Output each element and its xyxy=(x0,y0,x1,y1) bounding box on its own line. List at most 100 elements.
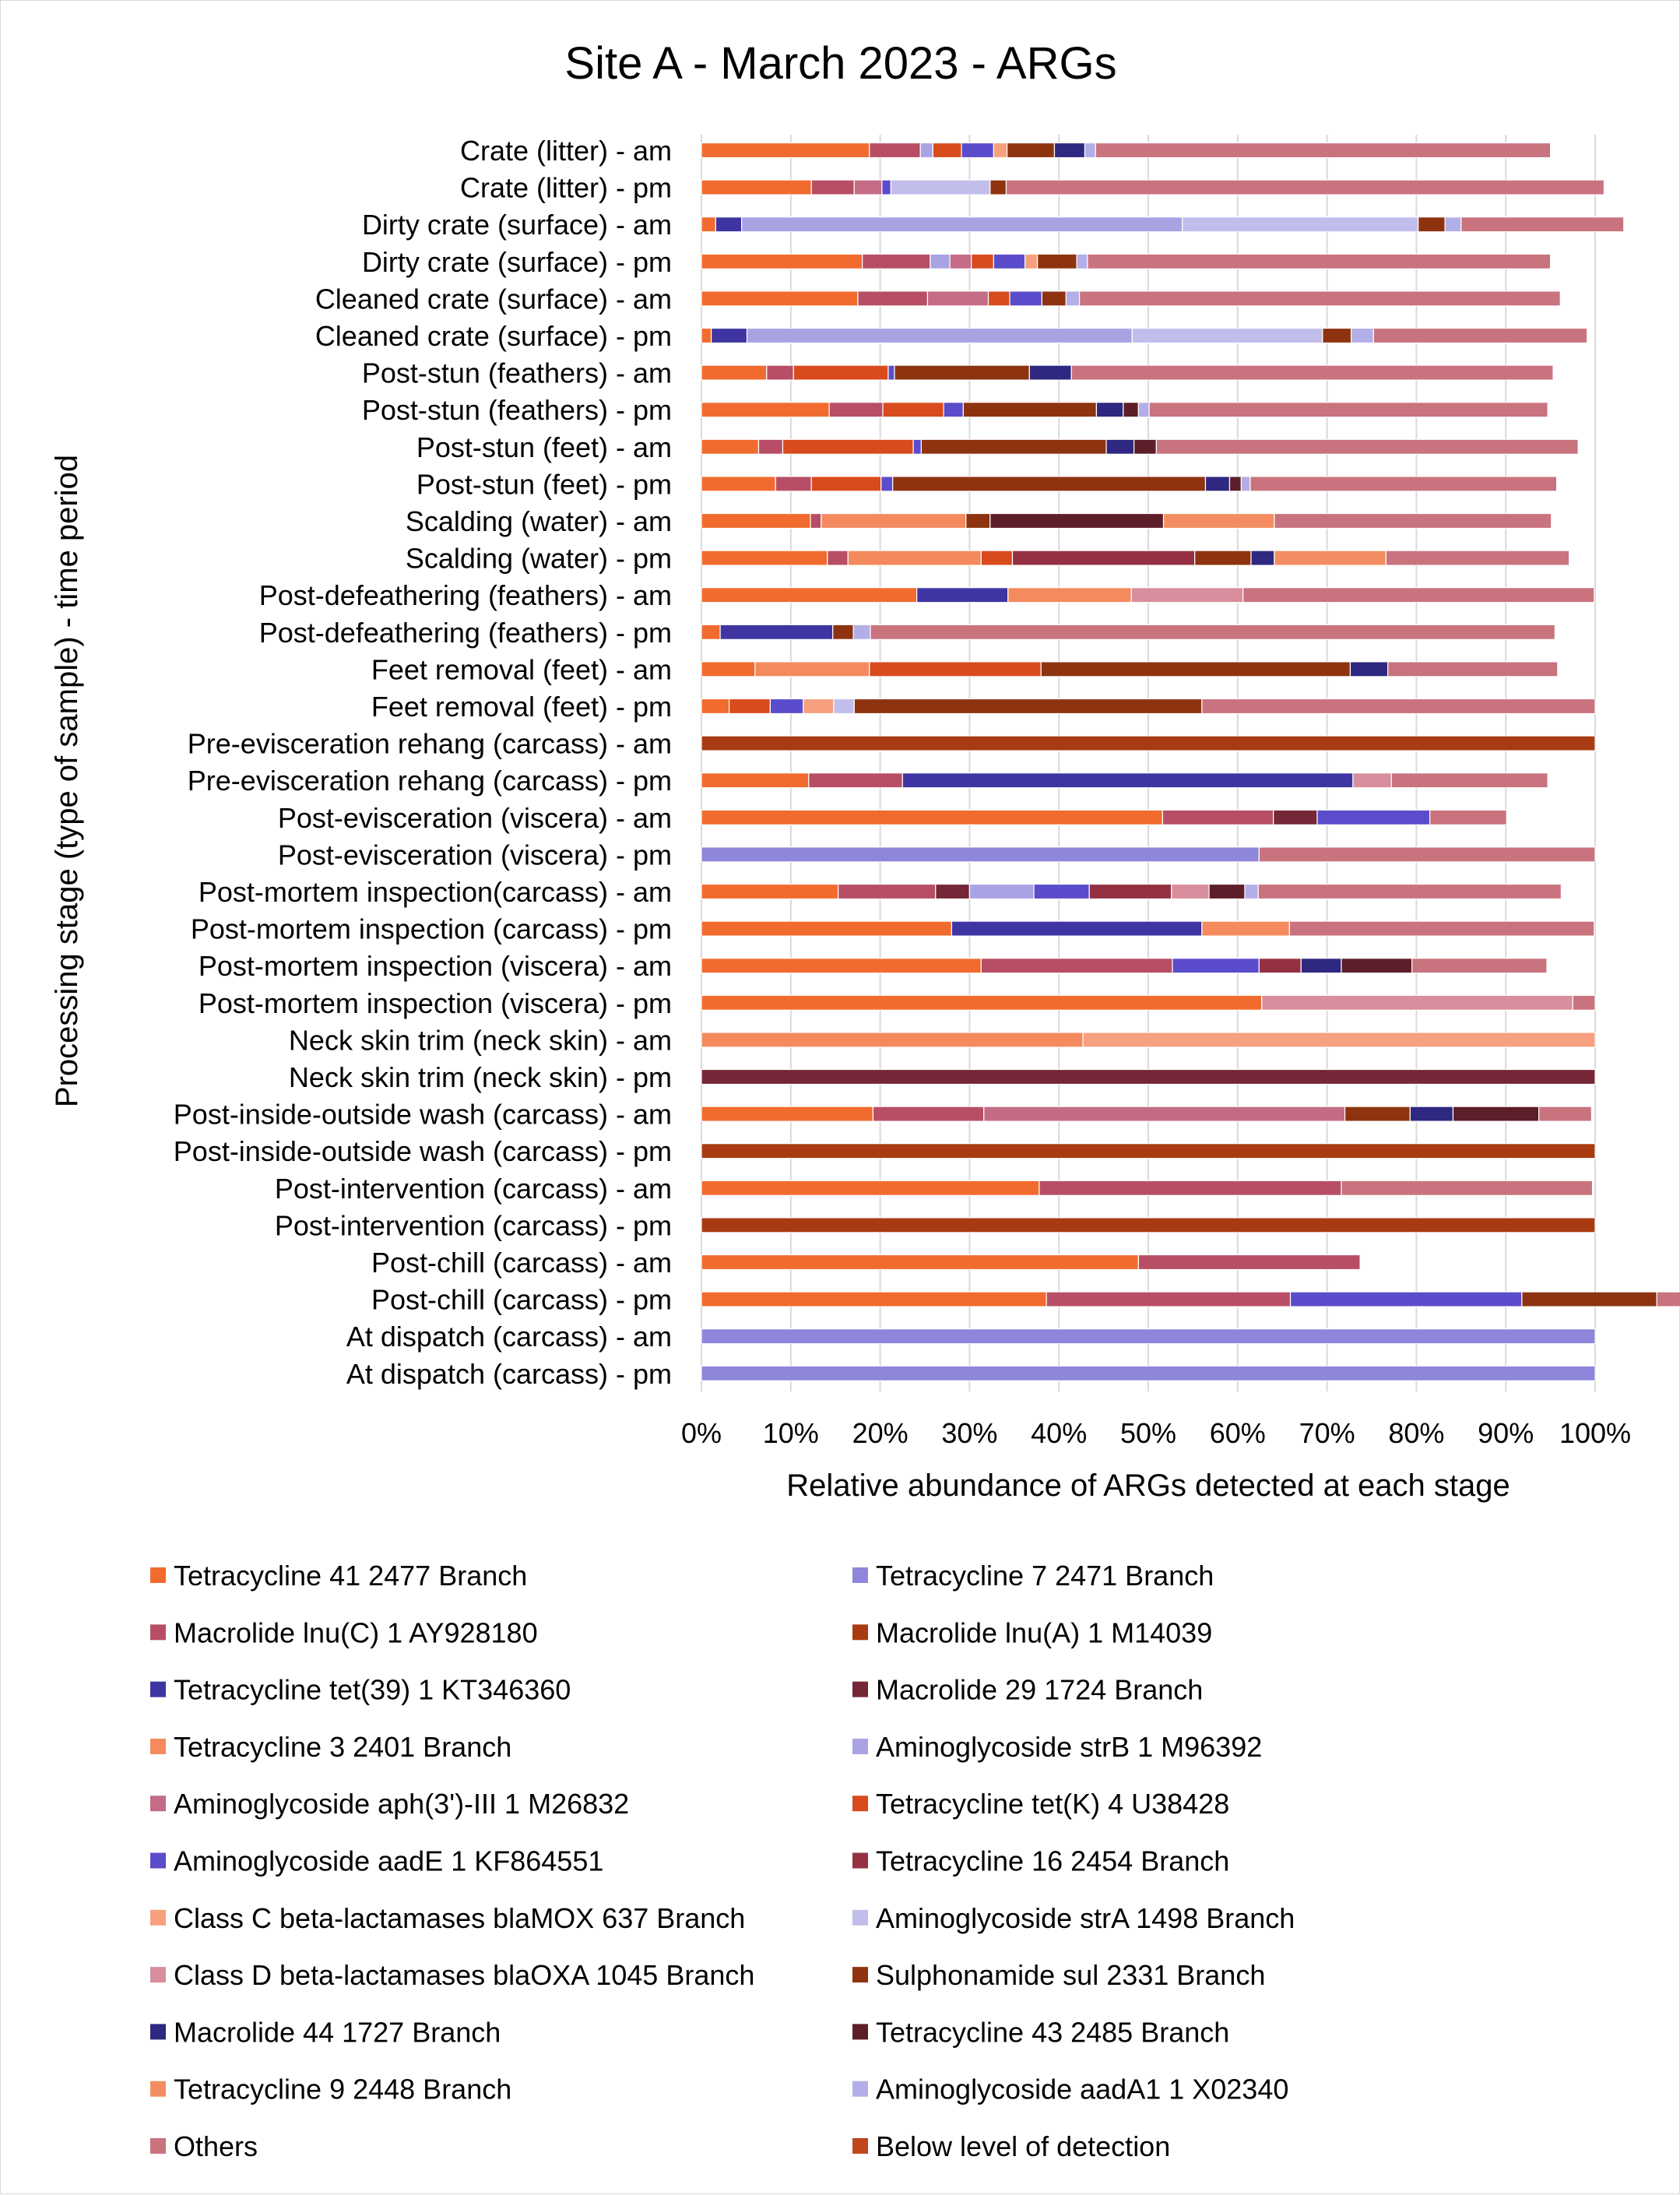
bar-segment xyxy=(916,587,1009,603)
bar-segment xyxy=(1273,809,1318,825)
category-label: Crate (litter) - am xyxy=(460,135,672,167)
bar-segment xyxy=(1082,1032,1596,1048)
legend-label: Others xyxy=(174,2130,258,2162)
bar-segment xyxy=(882,402,944,418)
bar-segment xyxy=(853,698,1203,715)
bar-segment xyxy=(808,772,903,789)
bar-segment xyxy=(1040,661,1351,677)
legend-swatch xyxy=(852,1681,868,1697)
bar-segment xyxy=(1322,327,1352,344)
bar-segment xyxy=(1041,290,1067,307)
bar-segment xyxy=(1288,920,1595,937)
bar-segment xyxy=(701,512,811,529)
legend-label: Macrolide 29 1724 Branch xyxy=(876,1674,1203,1706)
bar-segment xyxy=(935,883,971,900)
bar-segment xyxy=(1123,402,1139,418)
category-label: Post-defeathering (feathers) - pm xyxy=(259,617,672,649)
bar-segment xyxy=(701,1032,1084,1048)
bar-segment xyxy=(1228,476,1242,492)
bar-segment xyxy=(932,142,962,159)
bar-segment xyxy=(701,550,828,566)
legend-swatch xyxy=(150,1852,166,1869)
bar-segment xyxy=(1095,142,1552,159)
bar-segment xyxy=(701,476,776,492)
bar-segment xyxy=(894,364,1030,381)
x-tick-label: 100% xyxy=(1559,1417,1631,1449)
category-label: Pre-evisceration rehang (carcass) - pm xyxy=(188,765,672,797)
bar-segment xyxy=(1095,402,1124,418)
x-tick-label: 70% xyxy=(1299,1417,1355,1449)
category-label: Cleaned crate (surface) - pm xyxy=(315,320,672,352)
legend-label: Class D beta-lactamases blaOXA 1045 Bran… xyxy=(174,1959,754,1991)
x-tick-label: 10% xyxy=(763,1417,819,1449)
bar-segment xyxy=(741,216,1183,233)
category-label: Feet removal (feet) - pm xyxy=(371,691,672,723)
bar-segment xyxy=(701,624,721,640)
bar-segment xyxy=(769,698,804,715)
legend-swatch xyxy=(150,2024,166,2040)
bar-segment xyxy=(810,512,822,529)
chart-title: Site A - March 2023 - ARGs xyxy=(564,38,1116,89)
bar-segment xyxy=(1137,1254,1361,1271)
bar-segment xyxy=(869,142,921,159)
bar-segment xyxy=(1349,661,1389,677)
bar-segment xyxy=(701,290,859,307)
bar-segment xyxy=(701,1217,1596,1233)
bar-segment xyxy=(980,550,1014,566)
legend-label: Below level of detection xyxy=(876,2130,1170,2162)
bar-segment xyxy=(701,587,918,603)
bar-segment xyxy=(821,512,967,529)
legend-label: Class C beta-lactamases blaMOX 637 Branc… xyxy=(174,1902,745,1934)
bar-segment xyxy=(701,1328,1596,1345)
legend-swatch xyxy=(852,1624,868,1641)
bar-segment xyxy=(833,698,855,715)
category-label: Neck skin trim (neck skin) - am xyxy=(289,1024,672,1056)
x-tick-label: 50% xyxy=(1120,1417,1176,1449)
bar-segment xyxy=(1411,958,1548,974)
category-label: Post-chill (carcass) - pm xyxy=(371,1284,672,1316)
legend-swatch xyxy=(150,1624,166,1641)
bar-segment xyxy=(1162,809,1274,825)
category-label: Neck skin trim (neck skin) - pm xyxy=(289,1061,672,1093)
x-tick-label: 30% xyxy=(941,1417,997,1449)
category-labels: Crate (litter) - am Crate (litter) - pm Di… xyxy=(174,135,672,1390)
bar-segment xyxy=(872,1106,985,1122)
bar-segment xyxy=(971,253,994,269)
legend-label: Aminoglycoside strB 1 M96392 xyxy=(876,1731,1262,1763)
legend-label: Tetracycline 3 2401 Branch xyxy=(174,1731,511,1763)
bar-segment xyxy=(847,550,982,566)
bar-segment xyxy=(1131,327,1323,344)
bar-segment xyxy=(890,179,991,195)
bar-segment xyxy=(1244,883,1259,900)
bar-segment xyxy=(701,142,870,159)
legend-swatch xyxy=(852,1852,868,1869)
x-tick-label: 60% xyxy=(1210,1417,1266,1449)
category-label: At dispatch (carcass) - am xyxy=(346,1321,672,1353)
bar-segment xyxy=(827,550,849,566)
bar-segment xyxy=(1011,550,1196,566)
bar-segment xyxy=(1105,438,1135,455)
bar-segment xyxy=(1258,958,1302,974)
legend-swatch xyxy=(852,1738,868,1754)
bar-segment xyxy=(701,216,716,233)
bar-segment xyxy=(1084,142,1096,159)
category-label: Post-stun (feet) - am xyxy=(416,431,672,463)
bar-segment xyxy=(912,438,923,455)
bar-segment xyxy=(1033,883,1090,900)
bar-segment xyxy=(902,772,1354,789)
legend-swatch xyxy=(150,1967,166,1983)
bar-segment xyxy=(1137,402,1150,418)
bar-segment xyxy=(989,179,1007,195)
bar-segment xyxy=(980,958,1173,974)
bar-segment xyxy=(719,624,834,640)
x-tick-label: 80% xyxy=(1388,1417,1444,1449)
bar-segment xyxy=(810,179,855,195)
bar-segment xyxy=(1007,142,1056,159)
bar-segment xyxy=(1204,476,1231,492)
bar-segment xyxy=(1208,883,1246,900)
bar-segment xyxy=(1300,958,1342,974)
category-label: Post-evisceration (viscera) - pm xyxy=(278,839,672,871)
category-label: Post-mortem inspection (carcass) - pm xyxy=(191,913,672,945)
legend-label: Macrolide lnu(C) 1 AY928180 xyxy=(174,1616,538,1648)
bar-segment xyxy=(832,624,854,640)
